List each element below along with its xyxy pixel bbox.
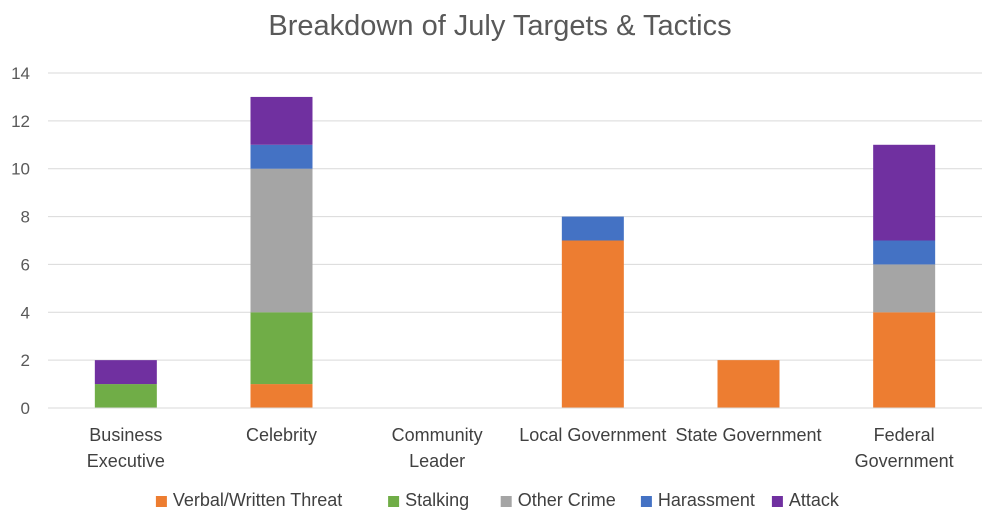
y-tick-label: 10 bbox=[11, 160, 30, 179]
y-tick-label: 14 bbox=[11, 64, 30, 83]
legend-swatch-other-crime bbox=[500, 496, 512, 507]
bar-segment-harassment-1 bbox=[250, 144, 313, 169]
bar-segment-other-crime-1 bbox=[250, 168, 313, 313]
legend-label-attack: Attack bbox=[789, 490, 840, 510]
legend-label-stalking: Stalking bbox=[405, 490, 469, 510]
bar-segment-attack-5 bbox=[873, 144, 936, 241]
category-label: State Government bbox=[675, 425, 821, 445]
bar-segment-attack-0 bbox=[94, 360, 157, 385]
bar-segment-other-crime-5 bbox=[873, 264, 936, 313]
x-axis-category-labels: Business Executive Celebrity Community Leade… bbox=[87, 425, 954, 471]
y-tick-label: 8 bbox=[21, 208, 30, 227]
gridlines bbox=[48, 72, 982, 361]
bar-segment-harassment-5 bbox=[873, 240, 936, 265]
legend: Verbal/Written Threat Stalking Other Crime… bbox=[155, 490, 840, 510]
y-tick-label: 2 bbox=[21, 351, 30, 370]
bar-segment-verbal-written-threat-3 bbox=[561, 240, 624, 408]
legend-swatch-verbal-written-threat bbox=[155, 496, 167, 507]
y-tick-label: 0 bbox=[21, 399, 30, 418]
category-label: Local Government bbox=[519, 425, 666, 445]
category-label: Business Executive bbox=[87, 425, 165, 471]
legend-swatch-stalking bbox=[388, 496, 400, 507]
y-tick-label: 12 bbox=[11, 112, 30, 131]
bar-segment-verbal-written-threat-5 bbox=[873, 312, 936, 408]
legend-label-other-crime: Other Crime bbox=[518, 490, 616, 510]
legend-swatch-harassment bbox=[640, 496, 652, 507]
chart-title: Breakdown of July Targets & Tactics bbox=[268, 10, 731, 42]
bars bbox=[94, 96, 936, 408]
bar-segment-attack-1 bbox=[250, 96, 313, 145]
bar-segment-harassment-3 bbox=[561, 216, 624, 241]
y-tick-label: 6 bbox=[21, 255, 30, 274]
legend-label-verbal-written-threat: Verbal/Written Threat bbox=[173, 490, 342, 510]
legend-swatch-attack bbox=[771, 496, 783, 507]
legend-label-harassment: Harassment bbox=[658, 490, 755, 510]
category-label: Federal Government bbox=[855, 425, 954, 471]
bar-segment-stalking-1 bbox=[250, 312, 313, 385]
category-label: Celebrity bbox=[246, 425, 317, 445]
bar-segment-verbal-written-threat-4 bbox=[717, 360, 780, 408]
bar-segment-verbal-written-threat-1 bbox=[250, 384, 313, 408]
category-label: Community Leader bbox=[392, 425, 483, 471]
bar-segment-stalking-0 bbox=[94, 384, 157, 408]
y-tick-label: 4 bbox=[21, 303, 30, 322]
y-axis-tick-labels: 0 2 4 6 8 10 12 14 bbox=[11, 64, 30, 418]
